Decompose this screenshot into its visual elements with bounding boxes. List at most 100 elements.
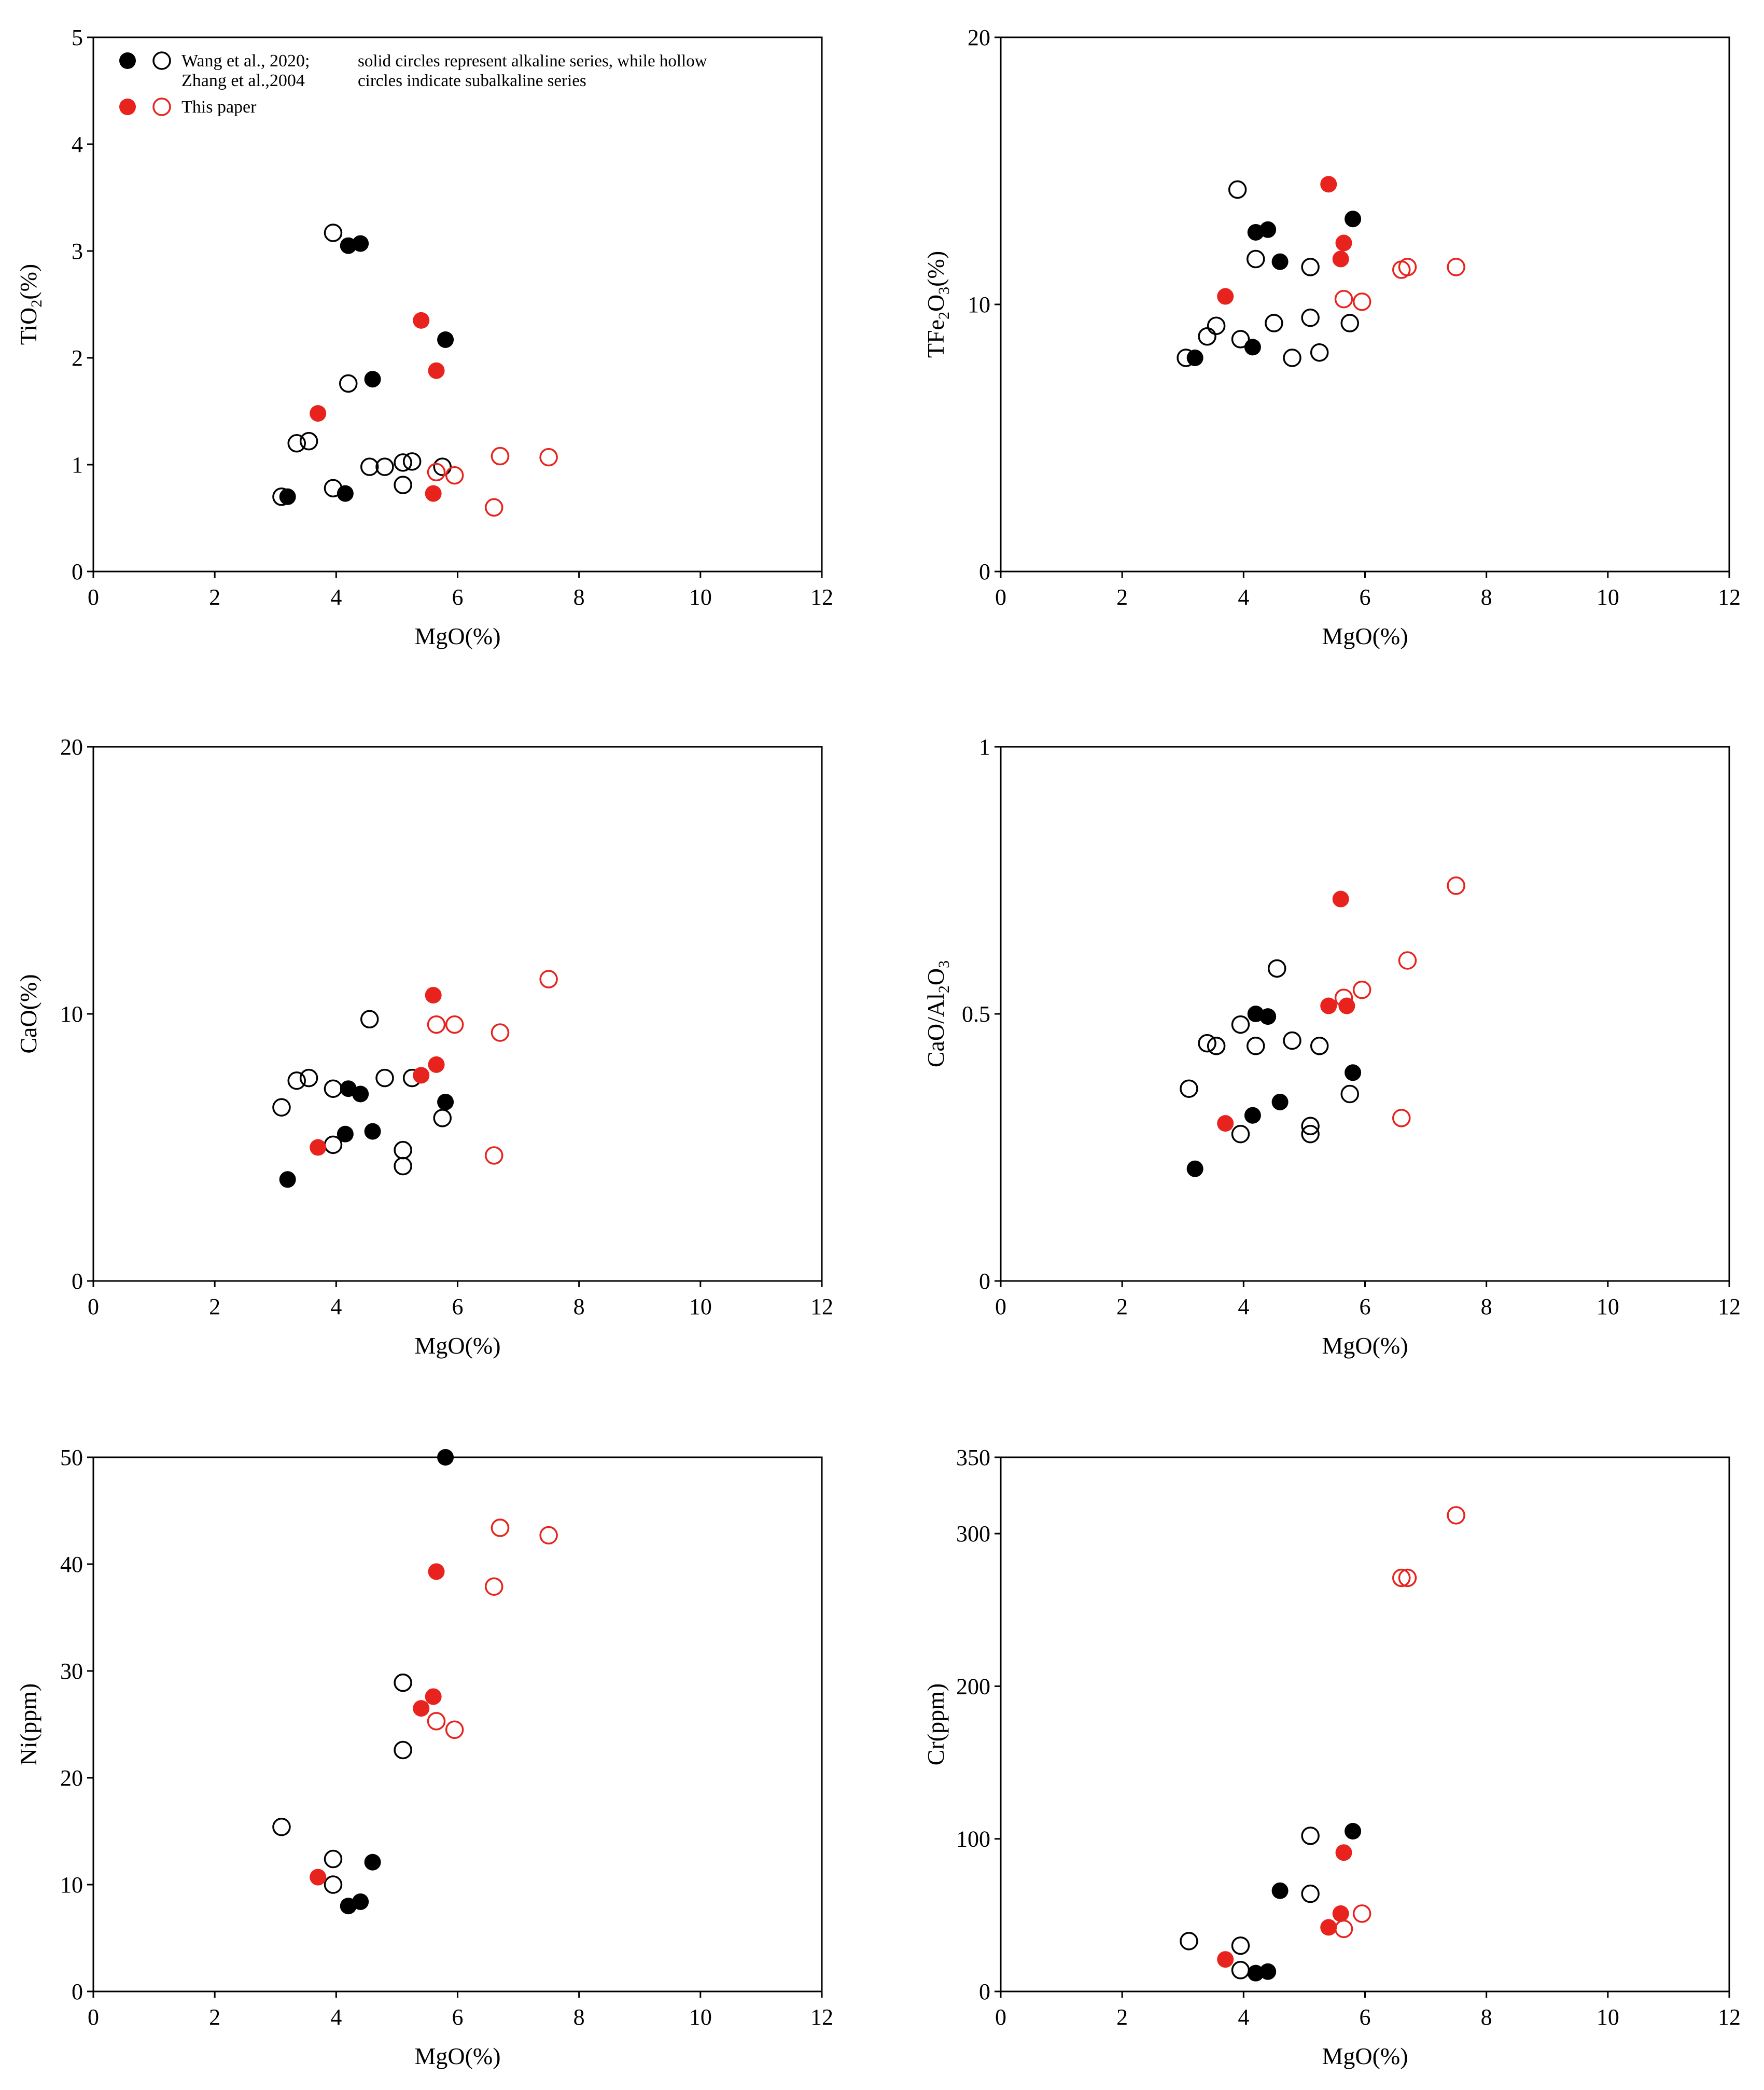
- x-tick-label: 2: [209, 2004, 220, 2030]
- filled-data-point: [1259, 1963, 1277, 1980]
- y-tick-label: 0: [72, 1269, 83, 1294]
- filled-data-point: [1332, 250, 1349, 268]
- filled-data-point: [1259, 221, 1277, 238]
- legend-ref-filled-marker: [119, 52, 136, 69]
- hollow-data-point: [1392, 1109, 1411, 1127]
- hollow-data-point: [1283, 349, 1301, 367]
- filled-data-point: [279, 1171, 296, 1188]
- filled-data-point: [413, 312, 430, 329]
- filled-data-point: [428, 1563, 445, 1580]
- x-axis-title: MgO(%): [414, 1332, 500, 1359]
- x-tick-label: 2: [1116, 1294, 1128, 1319]
- panel-cr: 0 2 4 6 8 10 12 0 100 200 300 350 MgO(%) Cr(ppm): [922, 1445, 1741, 2069]
- x-axis-title: MgO(%): [1322, 2043, 1408, 2069]
- hollow-data-point: [427, 1015, 446, 1034]
- filled-data-point: [364, 1854, 381, 1871]
- hollow-data-point: [1447, 258, 1465, 276]
- x-tick-label: 0: [88, 2004, 99, 2030]
- x-tick-label: 8: [573, 1294, 585, 1319]
- hollow-data-point: [394, 1673, 412, 1692]
- x-tick-label: 8: [1481, 1294, 1492, 1319]
- series-2: [1217, 1844, 1352, 1968]
- series-3: [1334, 1506, 1465, 1939]
- hollow-data-point: [1265, 314, 1283, 332]
- hollow-data-point: [1228, 180, 1247, 199]
- hollow-data-point: [1447, 876, 1465, 895]
- x-tick-label: 6: [452, 1294, 464, 1319]
- filled-data-point: [413, 1700, 430, 1717]
- legend-note-line2: circles indicate subalkaline series: [358, 72, 586, 90]
- x-tick-label: 12: [1718, 1294, 1741, 1319]
- hollow-data-point: [539, 1526, 558, 1545]
- hollow-data-point: [445, 466, 464, 485]
- panel-tfe2o3: 0 2 4 6 8 10 12 0 10 20 MgO(%) TFe2O3(%): [922, 25, 1741, 649]
- legend-paper-label: This paper: [181, 97, 257, 117]
- hollow-data-point: [1267, 959, 1286, 978]
- x-axis-title: MgO(%): [414, 623, 500, 649]
- hollow-data-point: [272, 1098, 291, 1117]
- hollow-data-point: [445, 1015, 464, 1034]
- hollow-data-point: [539, 970, 558, 988]
- series-2: [1217, 176, 1352, 305]
- hollow-data-point: [375, 457, 394, 476]
- y-tick-label: 50: [60, 1445, 83, 1470]
- panel-cao: 0 2 4 6 8 10 12 0 10 20 MgO(%) CaO(%): [15, 734, 833, 1359]
- panel-cao_al2o3: 0 2 4 6 8 10 12 0 0.5 1 MgO(%) CaO/Al2O3: [922, 734, 1741, 1359]
- x-tick-label: 0: [88, 584, 99, 610]
- x-tick-label: 4: [1238, 2004, 1249, 2030]
- series-3: [1334, 258, 1465, 311]
- x-tick-label: 12: [810, 1294, 833, 1319]
- y-tick-label: 0: [979, 1269, 990, 1294]
- x-tick-label: 10: [1597, 1294, 1619, 1319]
- y-tick-label: 0.5: [962, 1001, 990, 1027]
- hollow-data-point: [324, 1135, 343, 1154]
- y-tick-label: 0: [72, 1979, 83, 2004]
- hollow-data-point: [1180, 1932, 1198, 1950]
- filled-data-point: [352, 235, 369, 252]
- hollow-data-point: [1283, 1031, 1301, 1050]
- filled-data-point: [1320, 176, 1337, 193]
- series-0: [1186, 211, 1362, 366]
- x-axis-title: MgO(%): [1322, 623, 1408, 649]
- hollow-data-point: [1398, 1568, 1417, 1587]
- series-3: [1334, 876, 1465, 1127]
- filled-data-point: [310, 1869, 327, 1886]
- legend-paper-hollow-marker: [152, 97, 171, 116]
- x-tick-label: 6: [1360, 584, 1371, 610]
- x-tick-label: 0: [88, 1294, 99, 1319]
- hollow-data-point: [1301, 309, 1320, 327]
- plot-frame: [1000, 36, 1730, 573]
- hollow-data-point: [1247, 1037, 1265, 1055]
- series-3: [427, 447, 558, 517]
- filled-data-point: [1247, 1964, 1264, 1982]
- y-tick-label: 350: [956, 1445, 990, 1470]
- hollow-data-point: [360, 1010, 379, 1029]
- x-tick-label: 8: [1481, 2004, 1492, 2030]
- hollow-data-point: [1207, 316, 1226, 335]
- x-tick-label: 12: [1718, 584, 1741, 610]
- hollow-data-point: [1301, 1117, 1320, 1136]
- hollow-data-point: [1352, 980, 1371, 999]
- x-tick-label: 10: [689, 1294, 712, 1319]
- hollow-data-point: [485, 1146, 503, 1165]
- x-tick-label: 10: [1597, 584, 1619, 610]
- hollow-data-point: [1231, 1015, 1250, 1034]
- hollow-data-point: [299, 1068, 318, 1088]
- hollow-data-point: [1398, 951, 1417, 970]
- legend: Wang et al., 2020; Zhang et al.,2004 Thi…: [119, 51, 707, 117]
- filled-data-point: [279, 488, 296, 505]
- filled-data-point: [425, 485, 442, 502]
- hollow-data-point: [1310, 343, 1329, 362]
- hollow-data-point: [324, 1079, 343, 1098]
- filled-data-point: [1345, 211, 1362, 228]
- y-tick-label: 10: [60, 1872, 83, 1898]
- plot-frame: [1000, 746, 1730, 1282]
- x-tick-label: 6: [1360, 1294, 1371, 1319]
- hollow-data-point: [1231, 1961, 1250, 1980]
- filled-data-point: [352, 1893, 369, 1910]
- x-tick-label: 12: [810, 2004, 833, 2030]
- hollow-data-point: [1334, 289, 1353, 309]
- series-0: [1186, 1006, 1362, 1177]
- y-tick-label: 4: [72, 132, 83, 157]
